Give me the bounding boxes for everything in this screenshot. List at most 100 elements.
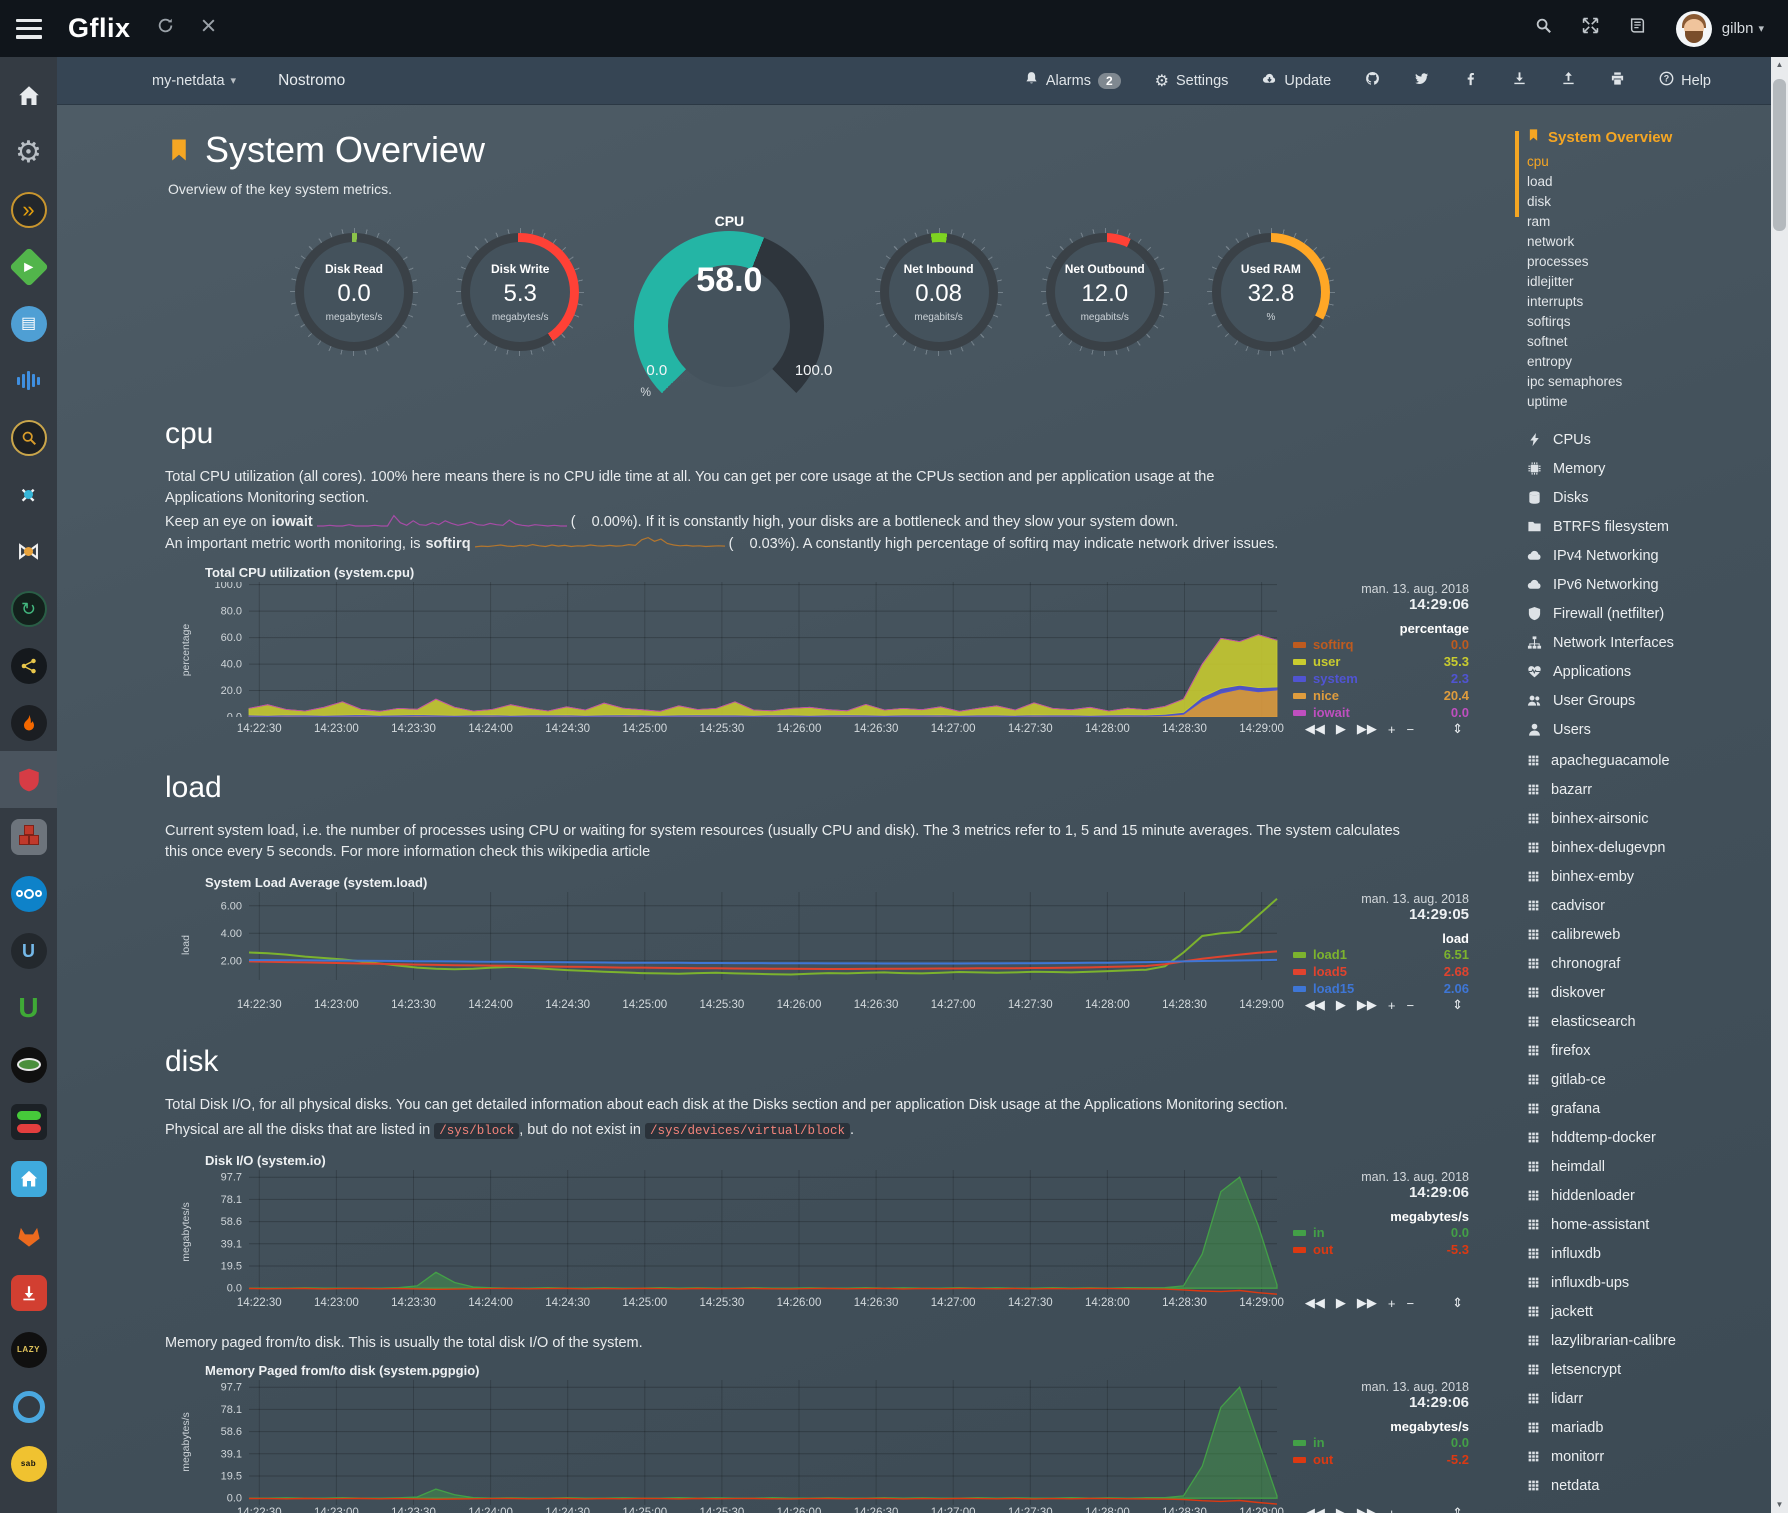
chart-fast-forward-button[interactable]: ▶▶: [1356, 1295, 1377, 1311]
menu-section-cpus[interactable]: CPUs: [1527, 425, 1767, 454]
menu-app-firefox[interactable]: firefox: [1527, 1036, 1767, 1065]
menu-item-disk[interactable]: disk: [1527, 193, 1552, 209]
menu-item-softnet[interactable]: softnet: [1527, 333, 1568, 349]
fullscreen-icon[interactable]: [1582, 17, 1599, 40]
facebook-button[interactable]: [1463, 71, 1478, 90]
menu-app-heimdall[interactable]: heimdall: [1527, 1152, 1767, 1181]
monitorr-app-button[interactable]: [0, 1093, 57, 1150]
used-ram-gauge[interactable]: Used RAM 32.8%: [1206, 228, 1335, 356]
home-assistant-app-button[interactable]: [0, 1150, 57, 1207]
diskover-app-button[interactable]: [0, 637, 57, 694]
bookstack-app-button[interactable]: ▤: [0, 295, 57, 352]
menu-app-chronograf[interactable]: chronograf: [1527, 949, 1767, 978]
grafana-app-button[interactable]: [0, 694, 57, 751]
chart-zoom-in-button[interactable]: +: [1387, 721, 1396, 737]
menu-app-home-assistant[interactable]: home-assistant: [1527, 1210, 1767, 1239]
github-button[interactable]: [1365, 71, 1380, 90]
plex-app-button[interactable]: »: [0, 181, 57, 238]
chart-zoom-in-button[interactable]: +: [1387, 1295, 1396, 1311]
menu-item-cpu[interactable]: cpu: [1527, 153, 1549, 169]
update-button[interactable]: Update: [1262, 71, 1331, 90]
chart-resize-handle[interactable]: ⇕: [1452, 1295, 1463, 1311]
menu-app-influxdb-ups[interactable]: influxdb-ups: [1527, 1268, 1767, 1297]
menu-section-ipv6-networking[interactable]: IPv6 Networking: [1527, 570, 1767, 599]
emby-app-button[interactable]: ▶: [0, 238, 57, 295]
menu-item-uptime[interactable]: uptime: [1527, 393, 1568, 409]
menu-section-ipv4-networking[interactable]: IPv4 Networking: [1527, 541, 1767, 570]
menu-item-ram[interactable]: ram: [1527, 213, 1551, 229]
export-button[interactable]: [1561, 71, 1576, 90]
menu-section-firewall-netfilter-[interactable]: Firewall (netfilter): [1527, 599, 1767, 628]
chart-fast-forward-button[interactable]: ▶▶: [1356, 721, 1377, 737]
print-button[interactable]: [1610, 71, 1625, 90]
chart-fast-forward-button[interactable]: ▶▶: [1357, 1505, 1377, 1513]
legend-load5[interactable]: load5 2.68: [1293, 963, 1469, 980]
menu-item-interrupts[interactable]: interrupts: [1527, 293, 1584, 309]
close-tab-icon[interactable]: [200, 17, 217, 40]
menu-section-system-overview[interactable]: System Overview: [1527, 125, 1767, 149]
menu-app-letsencrypt[interactable]: letsencrypt: [1527, 1355, 1767, 1384]
menu-section-memory[interactable]: Memory: [1527, 454, 1767, 483]
menu-section-btrfs-filesystem[interactable]: BTRFS filesystem: [1527, 512, 1767, 541]
chart-play-button[interactable]: ▶: [1336, 1505, 1346, 1513]
gitlab-app-button[interactable]: [0, 1207, 57, 1264]
chart-zoom-out-button[interactable]: −: [1406, 997, 1415, 1013]
menu-app-binhex-emby[interactable]: binhex-emby: [1527, 862, 1767, 891]
ombi-cross-app-button[interactable]: +: [0, 466, 57, 523]
menu-section-network-interfaces[interactable]: Network Interfaces: [1527, 628, 1767, 657]
menu-item-processes[interactable]: processes: [1527, 253, 1589, 269]
menu-app-hddtemp-docker[interactable]: hddtemp-docker: [1527, 1123, 1767, 1152]
netdata-app-button[interactable]: [0, 751, 57, 808]
dish-app-app-button[interactable]: [0, 1036, 57, 1093]
legend-load15[interactable]: load15 2.06: [1293, 980, 1469, 997]
legend-in[interactable]: in 0.0: [1293, 1224, 1469, 1241]
avatar[interactable]: [1675, 10, 1712, 47]
alarms-button[interactable]: Alarms 2: [1024, 71, 1121, 90]
menu-app-mariadb[interactable]: mariadb: [1527, 1413, 1767, 1442]
import-button[interactable]: [1512, 71, 1527, 90]
user-menu[interactable]: gilbn ▾: [1722, 20, 1764, 37]
chart-zoom-out-button[interactable]: −: [1406, 1295, 1415, 1311]
chart-rewind-button[interactable]: ◀◀: [1304, 997, 1325, 1013]
settings-button[interactable]: ⚙ Settings: [1154, 72, 1229, 90]
sabnzbd-app-button[interactable]: sab: [0, 1435, 57, 1492]
hamburger-menu-icon[interactable]: [16, 18, 42, 39]
legend-out[interactable]: out -5.3: [1293, 1241, 1469, 1258]
red-cubes-app-button[interactable]: [0, 808, 57, 865]
legend-softirq[interactable]: softirq 0.0: [1293, 636, 1469, 653]
chart-play-button[interactable]: ▶: [1335, 721, 1346, 737]
page-scrollbar[interactable]: ▲ ▼: [1771, 57, 1788, 1513]
deluge-app-button[interactable]: [0, 1378, 57, 1435]
chart-rewind-button[interactable]: ◀◀: [1304, 721, 1325, 737]
twitter-button[interactable]: [1414, 71, 1429, 90]
menu-item-load[interactable]: load: [1527, 173, 1553, 189]
pages-icon[interactable]: [1629, 17, 1646, 40]
cpu-gauge[interactable]: CPU 58.0 0.0 100.0 %: [627, 213, 832, 421]
legend-iowait[interactable]: iowait 0.0: [1293, 704, 1469, 721]
menu-app-apacheguacamole[interactable]: apacheguacamole: [1527, 746, 1767, 775]
chart-play-button[interactable]: ▶: [1335, 997, 1346, 1013]
menu-app-influxdb[interactable]: influxdb: [1527, 1239, 1767, 1268]
utorrent-app-button[interactable]: U: [0, 979, 57, 1036]
menu-section-applications[interactable]: Applications: [1527, 657, 1767, 686]
net-outbound-gauge[interactable]: Net Outbound 12.0 megabits/s: [1040, 228, 1169, 356]
lazylibrarian-app-button[interactable]: LAZY: [0, 1321, 57, 1378]
legend-user[interactable]: user 35.3: [1293, 653, 1469, 670]
scrollbar-down-arrow[interactable]: ▼: [1775, 1500, 1784, 1509]
downloader-app-button[interactable]: [0, 1264, 57, 1321]
search-icon[interactable]: [1535, 17, 1552, 40]
unifi-app-button[interactable]: U: [0, 922, 57, 979]
chart-zoom-out-button[interactable]: −: [1407, 1506, 1415, 1513]
chart-zoom-in-button[interactable]: +: [1387, 997, 1396, 1013]
disk-read-gauge[interactable]: Disk Read 0.0 megabytes/s: [290, 228, 418, 356]
menu-app-elasticsearch[interactable]: elasticsearch: [1527, 1007, 1767, 1036]
chart-play-button[interactable]: ▶: [1335, 1295, 1346, 1311]
menu-section-user-groups[interactable]: User Groups: [1527, 686, 1767, 715]
menu-app-binhex-airsonic[interactable]: binhex-airsonic: [1527, 804, 1767, 833]
jackett-app-button[interactable]: [0, 409, 57, 466]
chart-canvas[interactable]: 100.0 80.0 60.0 40.0 20.0 0.0: [203, 582, 1283, 721]
chart-canvas[interactable]: 97.7 78.1 58.6 39.1 19.5 0.0: [203, 1170, 1283, 1296]
bazarr-bowtie-app-button[interactable]: ⋈: [0, 523, 57, 580]
menu-app-lazylibrarian-calibre[interactable]: lazylibrarian-calibre: [1527, 1326, 1767, 1355]
menu-app-netdata[interactable]: netdata: [1527, 1471, 1767, 1500]
